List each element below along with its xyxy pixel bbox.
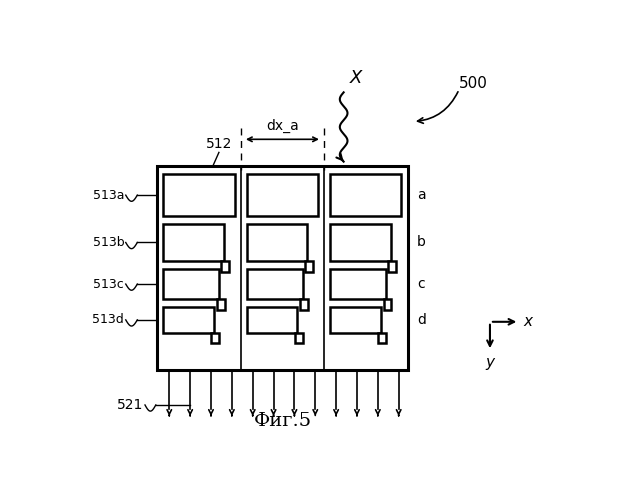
Bar (247, 268, 302, 300)
Text: X: X (350, 69, 362, 87)
Text: 512: 512 (205, 137, 232, 151)
Text: 513a: 513a (92, 188, 124, 202)
Bar (330, 174, 401, 216)
Bar (247, 224, 308, 261)
Bar (164, 224, 224, 261)
Text: c: c (417, 277, 424, 291)
Bar (164, 174, 234, 216)
Bar (300, 300, 308, 310)
Text: x: x (523, 314, 532, 330)
Text: 513d: 513d (92, 314, 124, 326)
Bar (164, 268, 219, 300)
Bar (221, 261, 229, 272)
Bar (247, 307, 297, 332)
Bar (217, 300, 225, 310)
Bar (384, 300, 392, 310)
Bar (295, 332, 302, 344)
Text: 521: 521 (117, 398, 143, 412)
Bar (211, 332, 219, 344)
Bar (330, 307, 381, 332)
Bar (330, 268, 386, 300)
Bar (378, 332, 386, 344)
Text: dx_a: dx_a (266, 119, 299, 133)
Bar (330, 224, 390, 261)
Bar (305, 261, 313, 272)
Bar (247, 174, 318, 216)
Text: 513c: 513c (94, 278, 124, 290)
Text: Фиг.5: Фиг.5 (254, 412, 311, 430)
Text: 513b: 513b (92, 236, 124, 249)
Text: d: d (417, 313, 426, 327)
Bar (157, 166, 408, 370)
Text: b: b (417, 236, 426, 250)
Bar (164, 307, 214, 332)
Text: y: y (485, 355, 494, 370)
Text: 500: 500 (459, 76, 488, 90)
Text: a: a (417, 188, 426, 202)
Bar (388, 261, 396, 272)
